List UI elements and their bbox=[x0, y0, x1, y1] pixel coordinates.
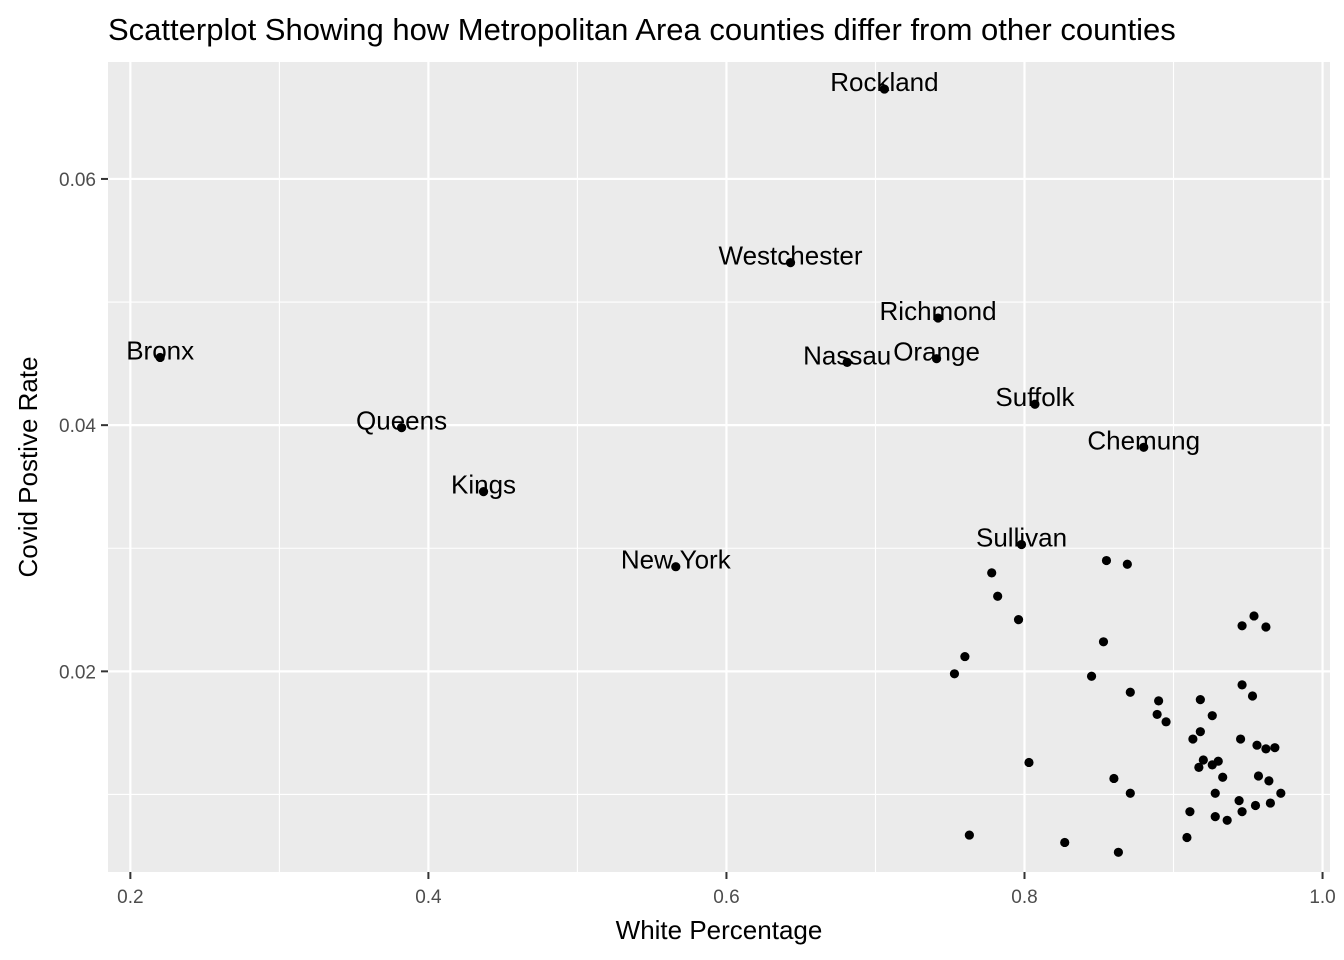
data-point-labeled bbox=[785, 258, 796, 268]
data-point bbox=[1154, 696, 1164, 706]
point-label: Queens bbox=[356, 406, 447, 436]
minor-gridlines bbox=[108, 62, 1330, 872]
data-point bbox=[1188, 734, 1198, 744]
y-tick-label: 0.06 bbox=[59, 170, 96, 191]
data-point-labeled bbox=[1016, 539, 1027, 550]
data-point bbox=[1264, 776, 1274, 786]
x-tick-label: 0.2 bbox=[117, 887, 143, 908]
data-point bbox=[1237, 807, 1247, 817]
data-point bbox=[1270, 743, 1280, 753]
data-point-labeled bbox=[396, 423, 407, 433]
data-point bbox=[1013, 615, 1024, 625]
data-point bbox=[987, 568, 997, 578]
data-point bbox=[1195, 727, 1205, 737]
data-point-labeled bbox=[1139, 442, 1149, 452]
data-point bbox=[1161, 717, 1171, 727]
data-point bbox=[1113, 847, 1123, 857]
data-point bbox=[1252, 740, 1262, 750]
plot-panel bbox=[108, 62, 1330, 872]
data-point bbox=[1210, 788, 1220, 798]
data-point bbox=[1194, 762, 1204, 772]
data-point-labeled bbox=[933, 313, 943, 323]
data-point bbox=[1237, 680, 1247, 690]
data-point bbox=[1125, 788, 1135, 798]
data-point bbox=[1125, 687, 1135, 697]
data-point bbox=[1182, 832, 1192, 843]
point-label: Rockland bbox=[830, 67, 938, 97]
data-point-labeled bbox=[478, 487, 489, 497]
data-point-labeled bbox=[842, 357, 852, 367]
data-point bbox=[1060, 837, 1070, 848]
y-axis-ticks: 0.02 0.04 0.06 bbox=[59, 170, 108, 683]
data-point bbox=[1109, 773, 1119, 784]
data-point bbox=[1253, 771, 1264, 781]
data-point-labeled bbox=[671, 562, 681, 572]
data-point bbox=[1261, 744, 1271, 754]
x-axis-title: White Percentage bbox=[616, 915, 823, 945]
data-point-labeled bbox=[879, 84, 890, 94]
data-point bbox=[1237, 621, 1247, 631]
point-label: Orange bbox=[893, 337, 980, 367]
point-label: Bronx bbox=[126, 335, 194, 365]
data-point bbox=[1249, 611, 1259, 621]
data-point bbox=[1024, 757, 1034, 768]
point-label: Kings bbox=[451, 470, 516, 500]
data-point bbox=[964, 830, 974, 840]
point-label: Richmond bbox=[880, 296, 997, 326]
data-point bbox=[1101, 555, 1112, 566]
data-point bbox=[1276, 788, 1286, 798]
point-label: Suffolk bbox=[995, 382, 1075, 412]
chart-title: Scatterplot Showing how Metropolitan Are… bbox=[108, 12, 1176, 47]
data-point bbox=[1098, 637, 1109, 647]
data-point bbox=[1195, 695, 1205, 705]
point-label: Nassau bbox=[803, 340, 891, 370]
data-point bbox=[1185, 807, 1195, 817]
data-point bbox=[1086, 671, 1097, 681]
x-tick-label: 0.4 bbox=[415, 887, 442, 908]
y-tick-label: 0.02 bbox=[59, 662, 96, 683]
data-point bbox=[1222, 815, 1232, 825]
point-labels: Rockland Westchester Richmond Bronx Nassau Or… bbox=[126, 67, 1200, 575]
x-axis-ticks: 0.2 0.4 0.6 0.8 1.0 bbox=[117, 872, 1336, 908]
x-tick-label: 0.6 bbox=[713, 887, 739, 908]
data-point bbox=[1207, 711, 1217, 721]
y-axis-title: Covid Postive Rate bbox=[13, 356, 43, 577]
major-gridlines bbox=[108, 62, 1330, 872]
point-label: Chemung bbox=[1087, 425, 1200, 455]
y-tick-label: 0.04 bbox=[59, 416, 96, 437]
data-point-labeled bbox=[931, 354, 942, 364]
data-points bbox=[155, 84, 1286, 857]
x-tick-label: 1.0 bbox=[1309, 887, 1335, 908]
point-label: New York bbox=[621, 545, 732, 575]
data-point bbox=[993, 591, 1003, 601]
data-point bbox=[949, 669, 960, 679]
data-point bbox=[1250, 800, 1261, 811]
data-point bbox=[1235, 734, 1246, 744]
data-point bbox=[1247, 691, 1258, 701]
data-point bbox=[1218, 772, 1228, 782]
data-point-labeled bbox=[155, 352, 165, 363]
data-point bbox=[1261, 622, 1271, 632]
point-label: Westchester bbox=[719, 241, 863, 271]
data-point bbox=[1198, 755, 1208, 765]
data-point bbox=[1152, 709, 1162, 720]
data-point-labeled bbox=[1030, 399, 1040, 409]
data-point bbox=[960, 651, 970, 662]
data-point bbox=[1207, 760, 1217, 770]
data-point bbox=[1265, 798, 1275, 808]
data-point bbox=[1122, 559, 1132, 569]
point-label: Sullivan bbox=[976, 523, 1067, 553]
data-point bbox=[1234, 796, 1244, 806]
data-point bbox=[1210, 812, 1220, 822]
x-tick-label: 0.8 bbox=[1011, 887, 1037, 908]
